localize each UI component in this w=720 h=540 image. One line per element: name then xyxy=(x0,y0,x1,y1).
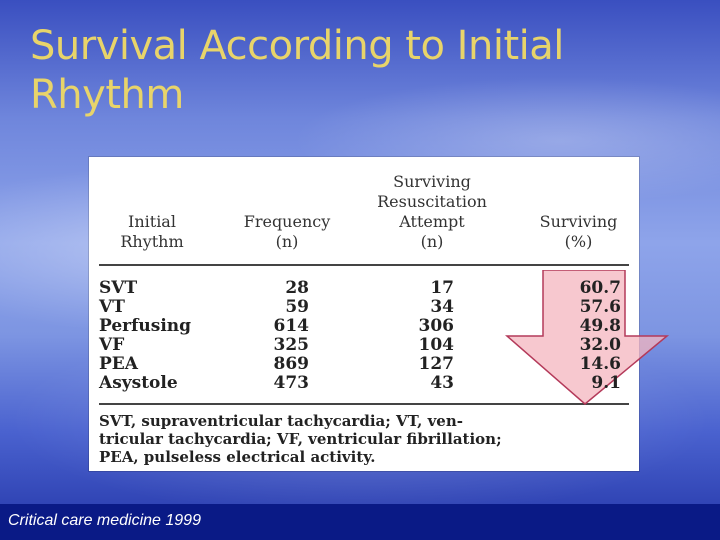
citation: Critical care medicine 1999 xyxy=(8,512,201,529)
cell-surviving-pct: 60.7 xyxy=(579,278,621,298)
header-rule xyxy=(99,264,629,266)
column-frequency: 28 59 614 325 869 473 xyxy=(229,278,310,393)
cell-surviving-pct: 9.1 xyxy=(591,373,621,393)
header-rhythm-line1: Initial xyxy=(128,212,176,231)
cell-frequency: 59 xyxy=(285,297,309,317)
footnote-line: PEA, pulseless electrical activity. xyxy=(99,448,376,466)
cell-surviving-attempt: 127 xyxy=(418,354,455,374)
column-surviving-attempt: 17 34 306 104 127 43 xyxy=(374,278,455,393)
header-surv-att-line3: Attempt xyxy=(399,212,465,231)
column-surviving-pct: 60.7 57.6 49.8 32.0 14.6 9.1 xyxy=(539,279,621,393)
cell-frequency: 28 xyxy=(285,278,309,298)
cell-frequency: 869 xyxy=(273,354,310,374)
header-surv-att-line4: (n) xyxy=(420,232,444,251)
table-footnote: SVT, supraventricular tachycardia; VT, v… xyxy=(99,412,631,466)
cell-rhythm: Perfusing xyxy=(99,316,192,336)
cell-surviving-pct: 49.8 xyxy=(579,316,621,336)
slide-title-line1: Survival According to Initial xyxy=(30,23,564,69)
header-surviving-pct: Surviving (%) xyxy=(521,212,636,252)
header-frequency-line2: (n) xyxy=(275,232,299,251)
cell-surviving-attempt: 43 xyxy=(430,373,454,393)
cell-rhythm: Asystole xyxy=(99,373,178,393)
footnote-line: tricular tachycardia; VF, ventricular fi… xyxy=(99,430,502,448)
cell-frequency: 614 xyxy=(273,316,310,336)
cell-rhythm: PEA xyxy=(99,354,138,374)
down-arrow-highlight xyxy=(505,270,670,405)
cell-rhythm: VT xyxy=(99,297,125,317)
cell-frequency: 325 xyxy=(273,335,310,355)
cell-surviving-attempt: 34 xyxy=(430,297,454,317)
column-rhythm: SVT VT Perfusing VF PEA Asystole xyxy=(99,279,209,393)
slide-title-line2: Rhythm xyxy=(30,72,184,119)
cell-surviving-pct: 32.0 xyxy=(579,335,621,355)
cell-rhythm: VF xyxy=(99,335,125,355)
header-surv-att-line2: Resuscitation xyxy=(377,192,487,211)
header-pct-line1: Surviving xyxy=(539,212,618,231)
down-arrow-shape xyxy=(505,270,670,405)
cell-surviving-attempt: 306 xyxy=(418,316,455,336)
header-rhythm-line2: Rhythm xyxy=(120,232,184,251)
header-frequency: Frequency (n) xyxy=(227,212,347,252)
cell-frequency: 473 xyxy=(273,373,310,393)
cell-surviving-attempt: 104 xyxy=(418,335,455,355)
footer-rule xyxy=(99,403,629,405)
slide-title: Survival According to Initial Rhythm xyxy=(30,22,630,120)
cell-surviving-attempt: 17 xyxy=(430,278,454,298)
header-surviving-attempt: Surviving Resuscitation Attempt (n) xyxy=(357,172,507,252)
header-initial-rhythm: Initial Rhythm xyxy=(107,212,197,252)
footer-bar xyxy=(0,504,720,540)
footnote-line: SVT, supraventricular tachycardia; VT, v… xyxy=(99,412,463,430)
cell-surviving-pct: 14.6 xyxy=(579,354,621,374)
cell-rhythm: SVT xyxy=(99,278,138,298)
header-frequency-line1: Frequency xyxy=(243,212,331,231)
header-pct-line2: (%) xyxy=(564,232,593,251)
header-surv-att-line1: Surviving xyxy=(393,172,471,191)
cell-surviving-pct: 57.6 xyxy=(579,297,621,317)
